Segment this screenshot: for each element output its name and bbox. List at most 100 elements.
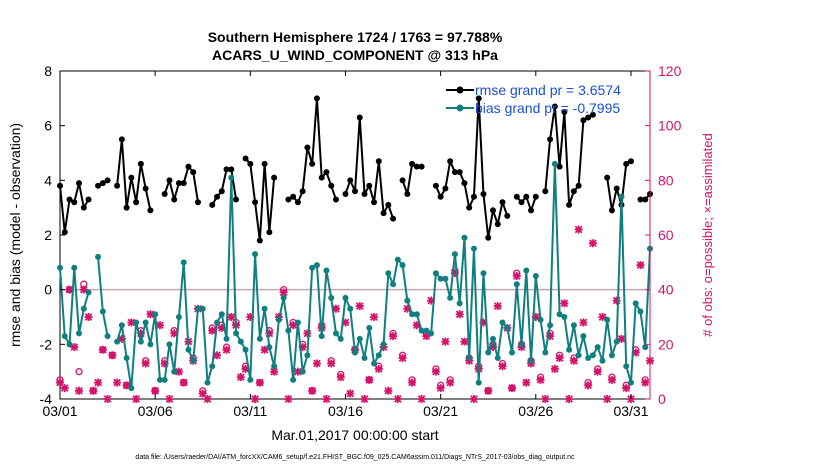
series-bias-point [128, 385, 135, 392]
series-bias-point [528, 357, 535, 364]
series-bias-point [608, 352, 615, 359]
series-rmse-point [285, 196, 292, 203]
series-rmse-point [266, 229, 273, 236]
series-rmse-point [352, 188, 358, 195]
series-bias-point [180, 259, 187, 266]
x-tick-label: 03/31 [613, 403, 648, 419]
series-bias-point [461, 234, 468, 241]
obs-assimilated-point [441, 337, 450, 346]
obs-assimilated-point [208, 326, 217, 335]
obs-assimilated-point [65, 285, 74, 294]
series-bias-point [114, 338, 121, 345]
series-rmse-point [114, 182, 121, 189]
obs-assimilated-point [436, 384, 445, 393]
obs-assimilated-point [455, 310, 464, 319]
series-rmse-point [475, 95, 482, 102]
series-rmse-point [313, 95, 320, 102]
series-bias-point [642, 344, 649, 351]
series-bias-point [356, 335, 363, 342]
series-rmse-point [214, 193, 221, 200]
series-rmse-point [95, 182, 102, 189]
series-bias-point [380, 341, 387, 348]
series-bias-point [137, 338, 144, 345]
series-bias-point [509, 349, 516, 356]
obs-assimilated-point [622, 384, 631, 393]
obs-assimilated-point [308, 386, 317, 395]
series-bias-point [171, 368, 178, 375]
obs-assimilated-point [165, 395, 174, 403]
obs-assimilated-point [222, 345, 231, 354]
series-rmse-point [290, 193, 297, 200]
series-rmse-point [61, 229, 68, 236]
series-bias-point [437, 275, 444, 282]
y2-axis-label: # of obs: o=possible; ×=assimilated [700, 133, 715, 336]
obs-assimilated-point [84, 313, 93, 321]
obs-assimilated-point [60, 384, 69, 393]
series-bias-point [261, 305, 268, 312]
x-tick-label: 03/21 [423, 403, 458, 419]
obs-assimilated-point [531, 313, 540, 321]
series-rmse-point [247, 160, 254, 167]
obs-assimilated-point [479, 318, 488, 327]
series-rmse-point [404, 191, 411, 197]
series-bias-point [166, 341, 173, 348]
series-bias-point [371, 360, 378, 367]
obs-assimilated-point [227, 313, 236, 321]
series-rmse-point [299, 188, 306, 195]
series-rmse-point [413, 163, 420, 170]
series-rmse-point [390, 215, 397, 222]
series-bias-point [299, 368, 306, 375]
obs-assimilated-point [98, 345, 107, 354]
series-rmse-point [542, 188, 549, 195]
series-rmse-point [137, 160, 144, 167]
series-bias-point [456, 300, 463, 307]
obs-assimilated-point [289, 321, 298, 330]
series-bias-point [575, 352, 582, 359]
series-bias-point [447, 294, 454, 301]
x-tick-label: 03/11 [233, 403, 267, 419]
series-bias-point [271, 363, 278, 370]
obs-assimilated-point [598, 313, 607, 321]
series-rmse-point [547, 136, 554, 143]
obs-assimilated-point [198, 389, 207, 398]
series-rmse-point [485, 234, 492, 241]
obs-assimilated-point [336, 373, 345, 382]
series-bias-point [252, 251, 259, 258]
obs-assimilated-point [607, 375, 616, 384]
y2-tick-label: 80 [658, 172, 674, 188]
obs-assimilated-point [498, 362, 507, 371]
series-rmse-point [432, 182, 439, 189]
series-rmse-point [442, 185, 449, 192]
series-bias-point [71, 264, 78, 271]
series-rmse-line [116, 139, 152, 211]
series-bias-point [442, 275, 449, 282]
series-rmse-point [585, 114, 592, 121]
series-bias-point [175, 314, 182, 320]
series-bias-point [556, 311, 563, 318]
legend: rmse grand pr = 3.6574 bias grand pr = -… [446, 82, 621, 116]
series-rmse-point [409, 160, 416, 167]
series-rmse-point [328, 182, 335, 189]
obs-assimilated-point [431, 367, 440, 376]
series-rmse-point [385, 201, 392, 208]
obs-assimilated-point [151, 386, 160, 395]
obs-assimilated-point [469, 395, 478, 403]
series-rmse-point [570, 188, 577, 195]
series-bias-point [551, 160, 558, 167]
series-rmse-point [575, 182, 582, 189]
obs-assimilated-point [260, 345, 269, 354]
series-bias-point [566, 346, 573, 353]
series-bias-point [266, 344, 273, 351]
y2-tick-label: 20 [658, 336, 674, 352]
obs-assimilated-point [75, 386, 84, 395]
series-bias-point [280, 294, 287, 301]
series-bias-point [494, 355, 501, 361]
series-bias-point [66, 341, 73, 348]
legend-bias-marker [456, 104, 464, 112]
obs-assimilated-point [393, 395, 402, 403]
series-bias-point [632, 300, 639, 307]
series-rmse-point [551, 103, 558, 110]
series-bias-point [337, 335, 344, 342]
series-rmse-point [347, 177, 354, 184]
y2-tick-label: 0 [658, 391, 666, 407]
